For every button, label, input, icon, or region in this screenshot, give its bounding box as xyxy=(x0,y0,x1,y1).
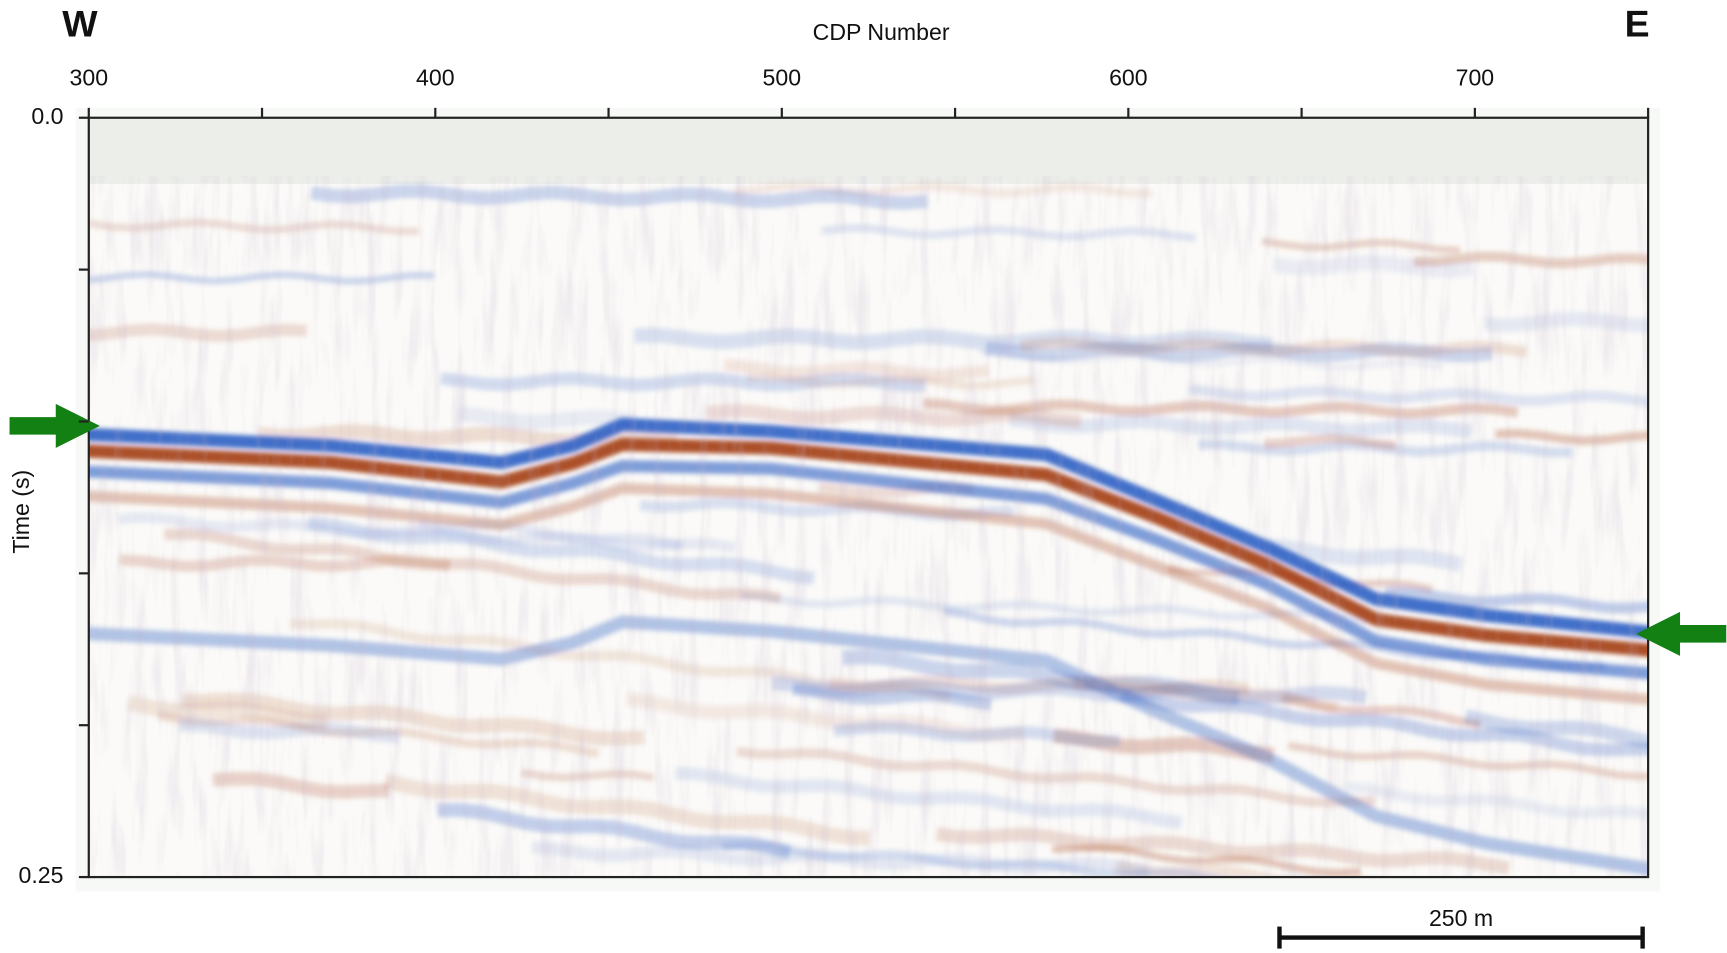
left-arrow xyxy=(9,403,100,448)
x-tick-label: 700 xyxy=(1456,64,1495,90)
x-tick-label: 600 xyxy=(1109,64,1148,90)
x-tick-label: 400 xyxy=(416,64,455,90)
west-label: W xyxy=(62,2,98,44)
x-tick-label: 300 xyxy=(70,64,109,90)
y-tick-label: 0.0 xyxy=(31,103,63,129)
reflector xyxy=(847,924,1243,953)
right-arrow xyxy=(1636,611,1727,656)
x-tick-label: 500 xyxy=(763,64,802,90)
y-axis-title: Time (s) xyxy=(8,470,34,554)
scale-label: 250 m xyxy=(1429,905,1493,931)
plot-frame xyxy=(87,116,1650,879)
y-tick-label: 0.25 xyxy=(19,862,64,888)
scale-bar: 250 m xyxy=(1277,905,1645,949)
x-axis-title: CDP Number xyxy=(813,19,950,45)
seismic-image xyxy=(88,117,1649,953)
east-label: E xyxy=(1625,2,1650,44)
